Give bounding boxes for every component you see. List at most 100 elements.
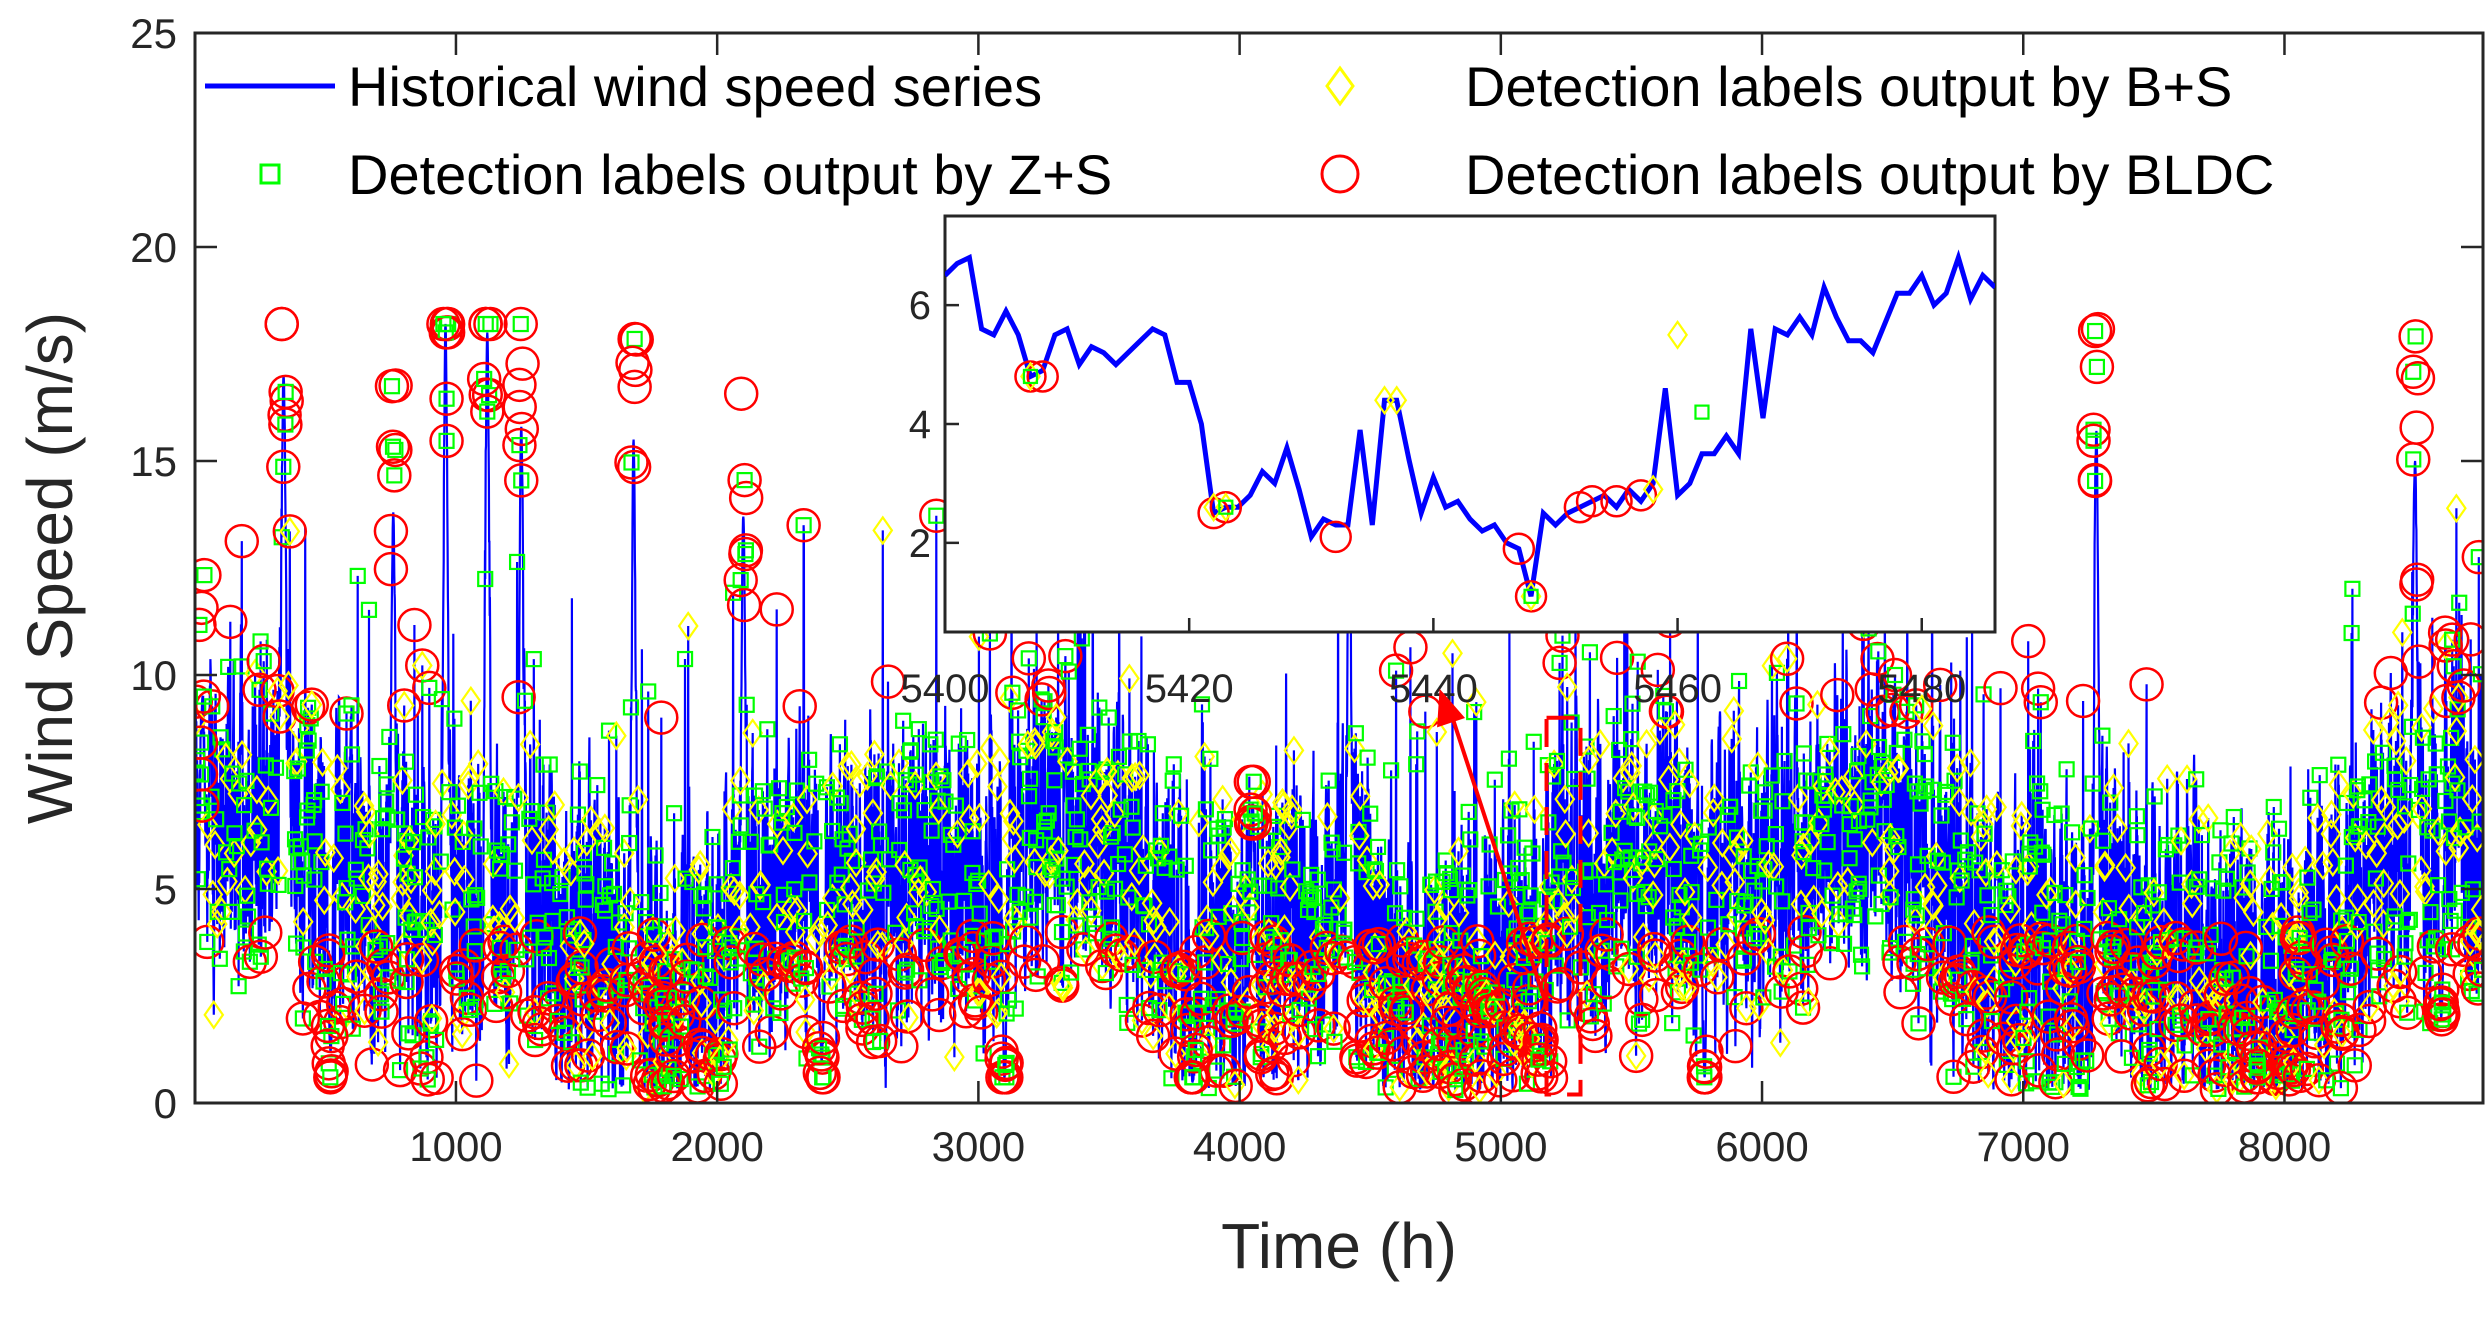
bldc-marker bbox=[195, 924, 225, 960]
zs-marker bbox=[2419, 819, 2436, 836]
zs-marker bbox=[1841, 816, 1858, 833]
bs-marker bbox=[690, 965, 711, 996]
bs-marker bbox=[968, 802, 990, 833]
bs-marker bbox=[279, 516, 301, 547]
zs-marker bbox=[1165, 756, 1182, 773]
bs-marker bbox=[1434, 891, 1456, 922]
zs-marker bbox=[552, 885, 569, 903]
bs-marker bbox=[2011, 800, 2033, 831]
bs-marker bbox=[837, 751, 859, 782]
bldc-marker bbox=[1985, 1021, 2021, 1056]
bs-marker bbox=[1524, 794, 1545, 825]
bldc-marker bbox=[2020, 671, 2056, 706]
zs-marker bbox=[1620, 783, 1637, 800]
bs-marker bbox=[2446, 716, 2468, 747]
zs-marker bbox=[491, 939, 508, 957]
zs-marker bbox=[1102, 828, 1120, 845]
zs-marker bbox=[832, 795, 849, 812]
bldc-marker bbox=[1436, 1024, 1471, 1059]
zs-marker bbox=[754, 783, 771, 800]
zs-marker bbox=[259, 875, 276, 892]
zs-marker bbox=[1017, 888, 1034, 905]
bs-marker bbox=[989, 746, 1011, 777]
zs-marker bbox=[2086, 472, 2104, 490]
bldc-marker bbox=[2231, 1016, 2266, 1052]
y-tick-label: 15 bbox=[130, 438, 177, 485]
bldc-marker bbox=[1316, 1011, 1351, 1046]
zs-marker bbox=[1366, 861, 1383, 878]
bs-marker bbox=[1279, 872, 1301, 903]
bs-marker bbox=[1198, 920, 1220, 951]
bldc-marker bbox=[788, 950, 824, 986]
bs-marker bbox=[2411, 793, 2433, 824]
bs-marker bbox=[1426, 717, 1448, 747]
zs-marker bbox=[1452, 932, 1469, 949]
zs-marker bbox=[512, 315, 529, 333]
bs-marker bbox=[2222, 1040, 2244, 1070]
bldc-marker bbox=[1883, 975, 1918, 1010]
zs-marker bbox=[732, 571, 749, 589]
zs-marker bbox=[2386, 908, 2403, 925]
bldc-marker bbox=[503, 306, 538, 342]
bldc-marker bbox=[2129, 667, 2164, 702]
bldc-marker bbox=[2396, 354, 2431, 390]
bldc-marker bbox=[375, 429, 411, 465]
zs-marker bbox=[1722, 798, 1739, 815]
bldc-marker bbox=[266, 449, 301, 485]
bs-marker bbox=[897, 1002, 919, 1033]
inset-zs-marker bbox=[1022, 368, 1039, 385]
zs-marker bbox=[338, 879, 355, 897]
zs-marker bbox=[1768, 664, 1786, 681]
zs-marker bbox=[1611, 741, 1628, 759]
bs-marker bbox=[1143, 905, 1165, 936]
zs-marker bbox=[239, 908, 257, 925]
bldc-marker bbox=[2276, 1052, 2312, 1088]
zs-marker bbox=[1626, 808, 1643, 825]
bs-marker bbox=[504, 903, 526, 933]
bs-marker bbox=[1118, 663, 1140, 694]
bs-marker bbox=[488, 910, 510, 941]
zs-marker bbox=[1909, 856, 1927, 873]
zs-marker bbox=[1124, 819, 1141, 836]
bs-marker bbox=[872, 515, 894, 546]
bldc-marker bbox=[1687, 1049, 1723, 1085]
bs-marker bbox=[1711, 828, 1733, 858]
bs-marker bbox=[1196, 904, 1218, 935]
bs-marker bbox=[330, 774, 351, 805]
zs-marker bbox=[2399, 1004, 2416, 1021]
inset-bldc-marker bbox=[1502, 532, 1536, 566]
zs-marker bbox=[1850, 812, 1868, 830]
zs-marker bbox=[1387, 662, 1405, 679]
inset-y-tick-label: 4 bbox=[909, 403, 931, 447]
zs-marker bbox=[2449, 701, 2466, 718]
bs-marker bbox=[2176, 764, 2198, 794]
bs-marker bbox=[499, 894, 521, 924]
bldc-marker bbox=[1575, 1006, 1611, 1042]
bs-marker bbox=[1283, 735, 1305, 766]
bs-marker bbox=[2181, 888, 2203, 919]
zs-marker bbox=[2210, 1080, 2227, 1097]
zs-marker bbox=[463, 891, 480, 908]
bs-marker bbox=[2448, 682, 2469, 713]
zs-marker bbox=[1020, 788, 1038, 805]
zs-marker bbox=[508, 553, 526, 571]
zs-marker bbox=[446, 710, 463, 727]
zs-marker bbox=[2311, 767, 2328, 784]
bs-marker bbox=[1776, 643, 1798, 674]
zs-marker bbox=[2069, 953, 2086, 971]
zs-marker bbox=[1466, 703, 1483, 721]
zs-marker bbox=[2212, 822, 2229, 839]
zs-marker bbox=[540, 949, 558, 967]
bs-marker bbox=[664, 863, 686, 894]
bldc-marker bbox=[2197, 1058, 2232, 1093]
bs-marker bbox=[1124, 761, 1146, 792]
zs-marker bbox=[212, 729, 229, 746]
bldc-marker bbox=[426, 306, 461, 342]
bldc-marker bbox=[1741, 916, 1777, 952]
bs-marker bbox=[2242, 897, 2264, 928]
zs-marker bbox=[1215, 819, 1232, 836]
bs-marker bbox=[1702, 797, 1724, 828]
zs-marker bbox=[1234, 929, 1251, 947]
zoom-arrow-head bbox=[1437, 688, 1466, 728]
bs-marker bbox=[444, 897, 466, 927]
